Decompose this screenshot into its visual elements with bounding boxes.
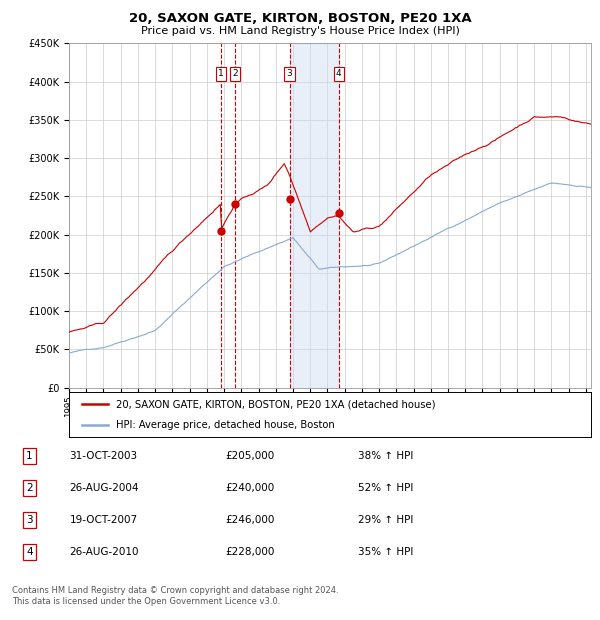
Text: Price paid vs. HM Land Registry's House Price Index (HPI): Price paid vs. HM Land Registry's House …	[140, 26, 460, 36]
Text: 26-AUG-2004: 26-AUG-2004	[70, 483, 139, 493]
Text: 29% ↑ HPI: 29% ↑ HPI	[358, 515, 413, 525]
Text: 2: 2	[26, 483, 32, 493]
Text: £205,000: £205,000	[225, 451, 274, 461]
Text: 1: 1	[26, 451, 32, 461]
Text: 4: 4	[336, 69, 341, 79]
Text: 1: 1	[218, 69, 224, 79]
Text: £246,000: £246,000	[225, 515, 274, 525]
Text: 20, SAXON GATE, KIRTON, BOSTON, PE20 1XA: 20, SAXON GATE, KIRTON, BOSTON, PE20 1XA	[128, 12, 472, 25]
Text: This data is licensed under the Open Government Licence v3.0.: This data is licensed under the Open Gov…	[12, 597, 280, 606]
Text: 52% ↑ HPI: 52% ↑ HPI	[358, 483, 413, 493]
Text: 19-OCT-2007: 19-OCT-2007	[70, 515, 138, 525]
Text: 20, SAXON GATE, KIRTON, BOSTON, PE20 1XA (detached house): 20, SAXON GATE, KIRTON, BOSTON, PE20 1XA…	[116, 399, 436, 409]
Text: £240,000: £240,000	[225, 483, 274, 493]
Text: 26-AUG-2010: 26-AUG-2010	[70, 547, 139, 557]
Text: HPI: Average price, detached house, Boston: HPI: Average price, detached house, Bost…	[116, 420, 335, 430]
Text: 4: 4	[26, 547, 32, 557]
Text: 3: 3	[287, 69, 292, 79]
Text: 35% ↑ HPI: 35% ↑ HPI	[358, 547, 413, 557]
Text: 3: 3	[26, 515, 32, 525]
Text: 38% ↑ HPI: 38% ↑ HPI	[358, 451, 413, 461]
Text: 2: 2	[232, 69, 238, 79]
Bar	[290, 43, 338, 388]
Text: 31-OCT-2003: 31-OCT-2003	[70, 451, 138, 461]
Text: Contains HM Land Registry data © Crown copyright and database right 2024.: Contains HM Land Registry data © Crown c…	[12, 586, 338, 595]
Text: £228,000: £228,000	[225, 547, 274, 557]
